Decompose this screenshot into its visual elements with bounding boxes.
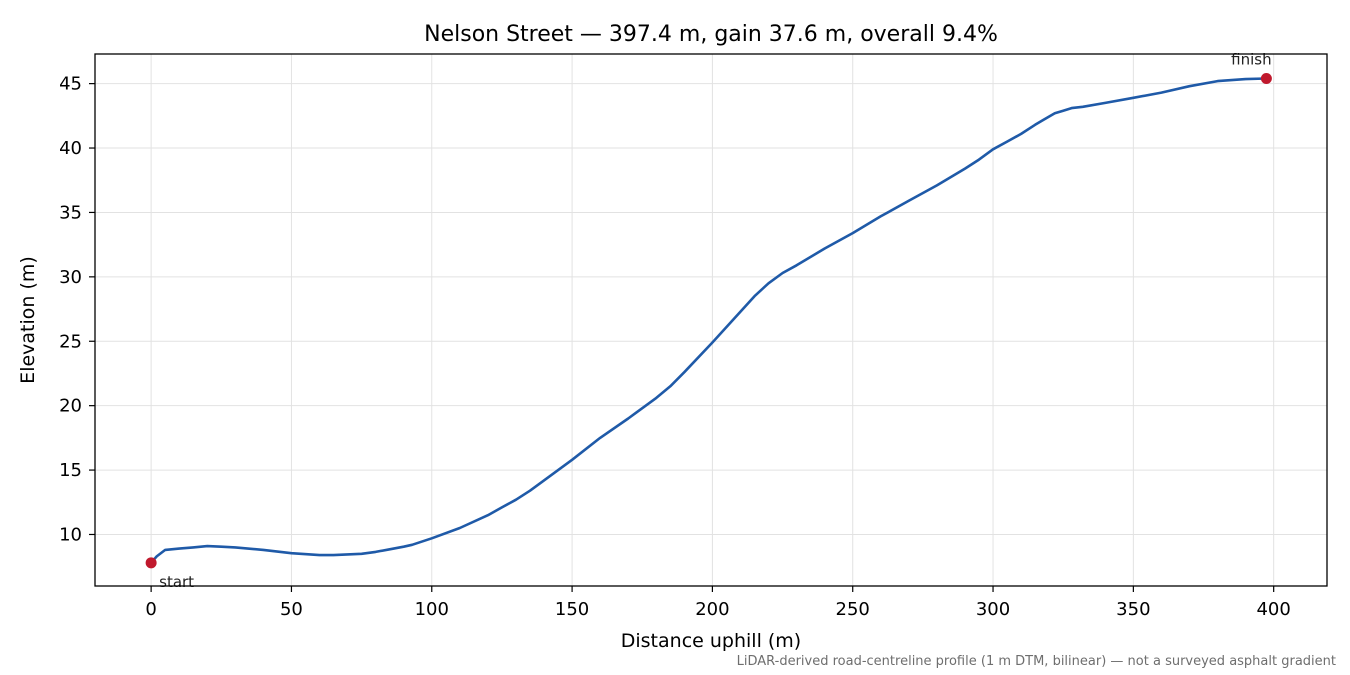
x-tick-label: 100 xyxy=(415,599,449,620)
series-layer xyxy=(149,77,1268,565)
chart-title: Nelson Street — 397.4 m, gain 37.6 m, ov… xyxy=(424,22,998,47)
y-tick-label: 25 xyxy=(59,331,82,352)
x-axis-title: Distance uphill (m) xyxy=(621,630,801,652)
x-tick-label: 150 xyxy=(555,599,589,620)
x-axis-ticks: 0 50 100 150 200 250 300 350 400 xyxy=(145,586,1291,620)
y-tick-label: 15 xyxy=(59,460,82,481)
finish-marker xyxy=(1260,72,1272,84)
start-marker xyxy=(145,557,157,569)
y-tick-label: 40 xyxy=(59,138,82,159)
x-tick-label: 400 xyxy=(1256,599,1290,620)
marker-layer: start finish xyxy=(145,50,1272,591)
x-tick-label: 0 xyxy=(145,599,156,620)
x-tick-label: 250 xyxy=(836,599,870,620)
x-tick-label: 350 xyxy=(1116,599,1150,620)
y-tick-label: 45 xyxy=(59,74,82,95)
grid xyxy=(95,54,1327,586)
y-tick-label: 20 xyxy=(59,396,82,417)
x-tick-label: 200 xyxy=(695,599,729,620)
y-axis-ticks: 10 15 20 25 30 35 40 45 xyxy=(59,74,95,545)
finish-label: finish xyxy=(1231,50,1271,68)
y-tick-label: 10 xyxy=(59,524,82,545)
footnote: LiDAR-derived road-centreline profile (1… xyxy=(737,654,1336,669)
start-label: start xyxy=(159,573,194,591)
x-tick-label: 300 xyxy=(976,599,1010,620)
elevation-line xyxy=(149,77,1268,565)
y-tick-label: 35 xyxy=(59,202,82,223)
plot-frame xyxy=(94,53,1328,587)
y-tick-label: 30 xyxy=(59,267,82,288)
y-axis-title: Elevation (m) xyxy=(17,256,39,384)
x-tick-label: 50 xyxy=(280,599,303,620)
